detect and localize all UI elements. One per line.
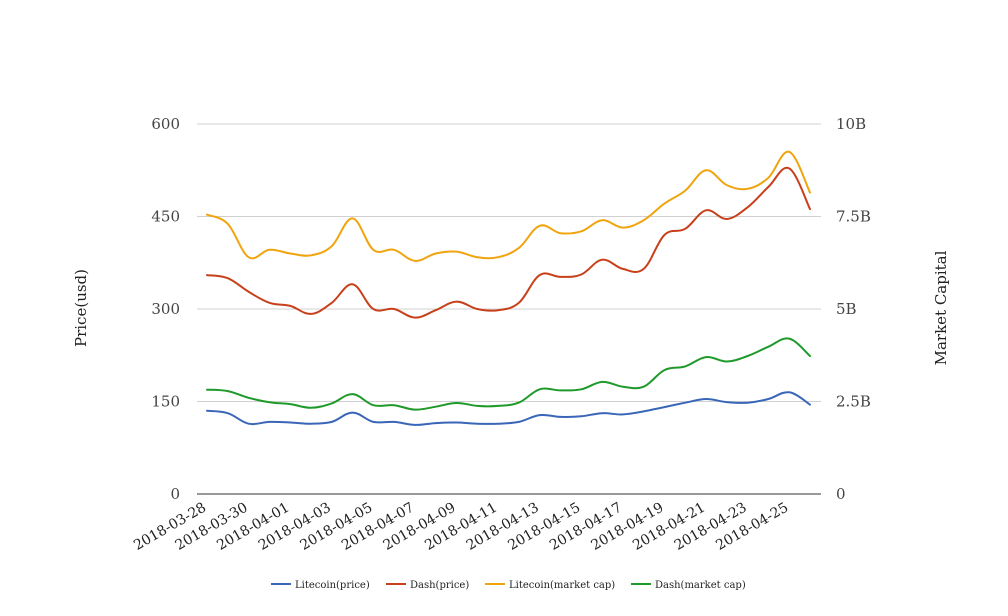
legend-item: Dash(market cap) [631, 580, 746, 591]
legend-item: Litecoin(market cap) [485, 580, 615, 591]
series-lines [206, 150, 811, 426]
legend-label: Litecoin(price) [295, 580, 370, 591]
legend-item: Dash(price) [386, 580, 469, 591]
left-tick-label: 150 [151, 393, 180, 411]
legend: Litecoin(price) Dash(price) Litecoin(marke… [271, 580, 746, 591]
right-axis-ticks: 0 2.5B 5B 7.5B 10B [836, 115, 871, 503]
legend-item: Litecoin(price) [271, 580, 370, 591]
series-line-litecoin-market-cap [206, 150, 811, 262]
left-tick-label: 0 [170, 485, 180, 503]
legend-label: Litecoin(market cap) [509, 580, 615, 591]
left-tick-label: 600 [151, 115, 180, 133]
series-line-dash-price [206, 166, 811, 319]
right-tick-label: 10B [836, 115, 866, 133]
legend-label: Dash(market cap) [655, 580, 746, 591]
x-axis-ticks: 2018-03-282018-03-302018-04-012018-04-03… [131, 500, 791, 554]
left-axis-title: Price(usd) [72, 269, 90, 347]
right-tick-label: 0 [836, 485, 846, 503]
right-tick-label: 2.5B [836, 393, 871, 411]
right-tick-label: 5B [836, 300, 857, 318]
legend-label: Dash(price) [410, 580, 469, 591]
right-tick-label: 7.5B [836, 208, 871, 226]
series-line-litecoin-price [206, 391, 811, 426]
right-axis-title: Market Capital [932, 250, 950, 365]
left-axis-ticks: 0 150 300 450 600 [151, 115, 180, 503]
left-tick-label: 300 [151, 300, 180, 318]
series-line-dash-market-cap [206, 337, 811, 411]
left-tick-label: 450 [151, 208, 180, 226]
